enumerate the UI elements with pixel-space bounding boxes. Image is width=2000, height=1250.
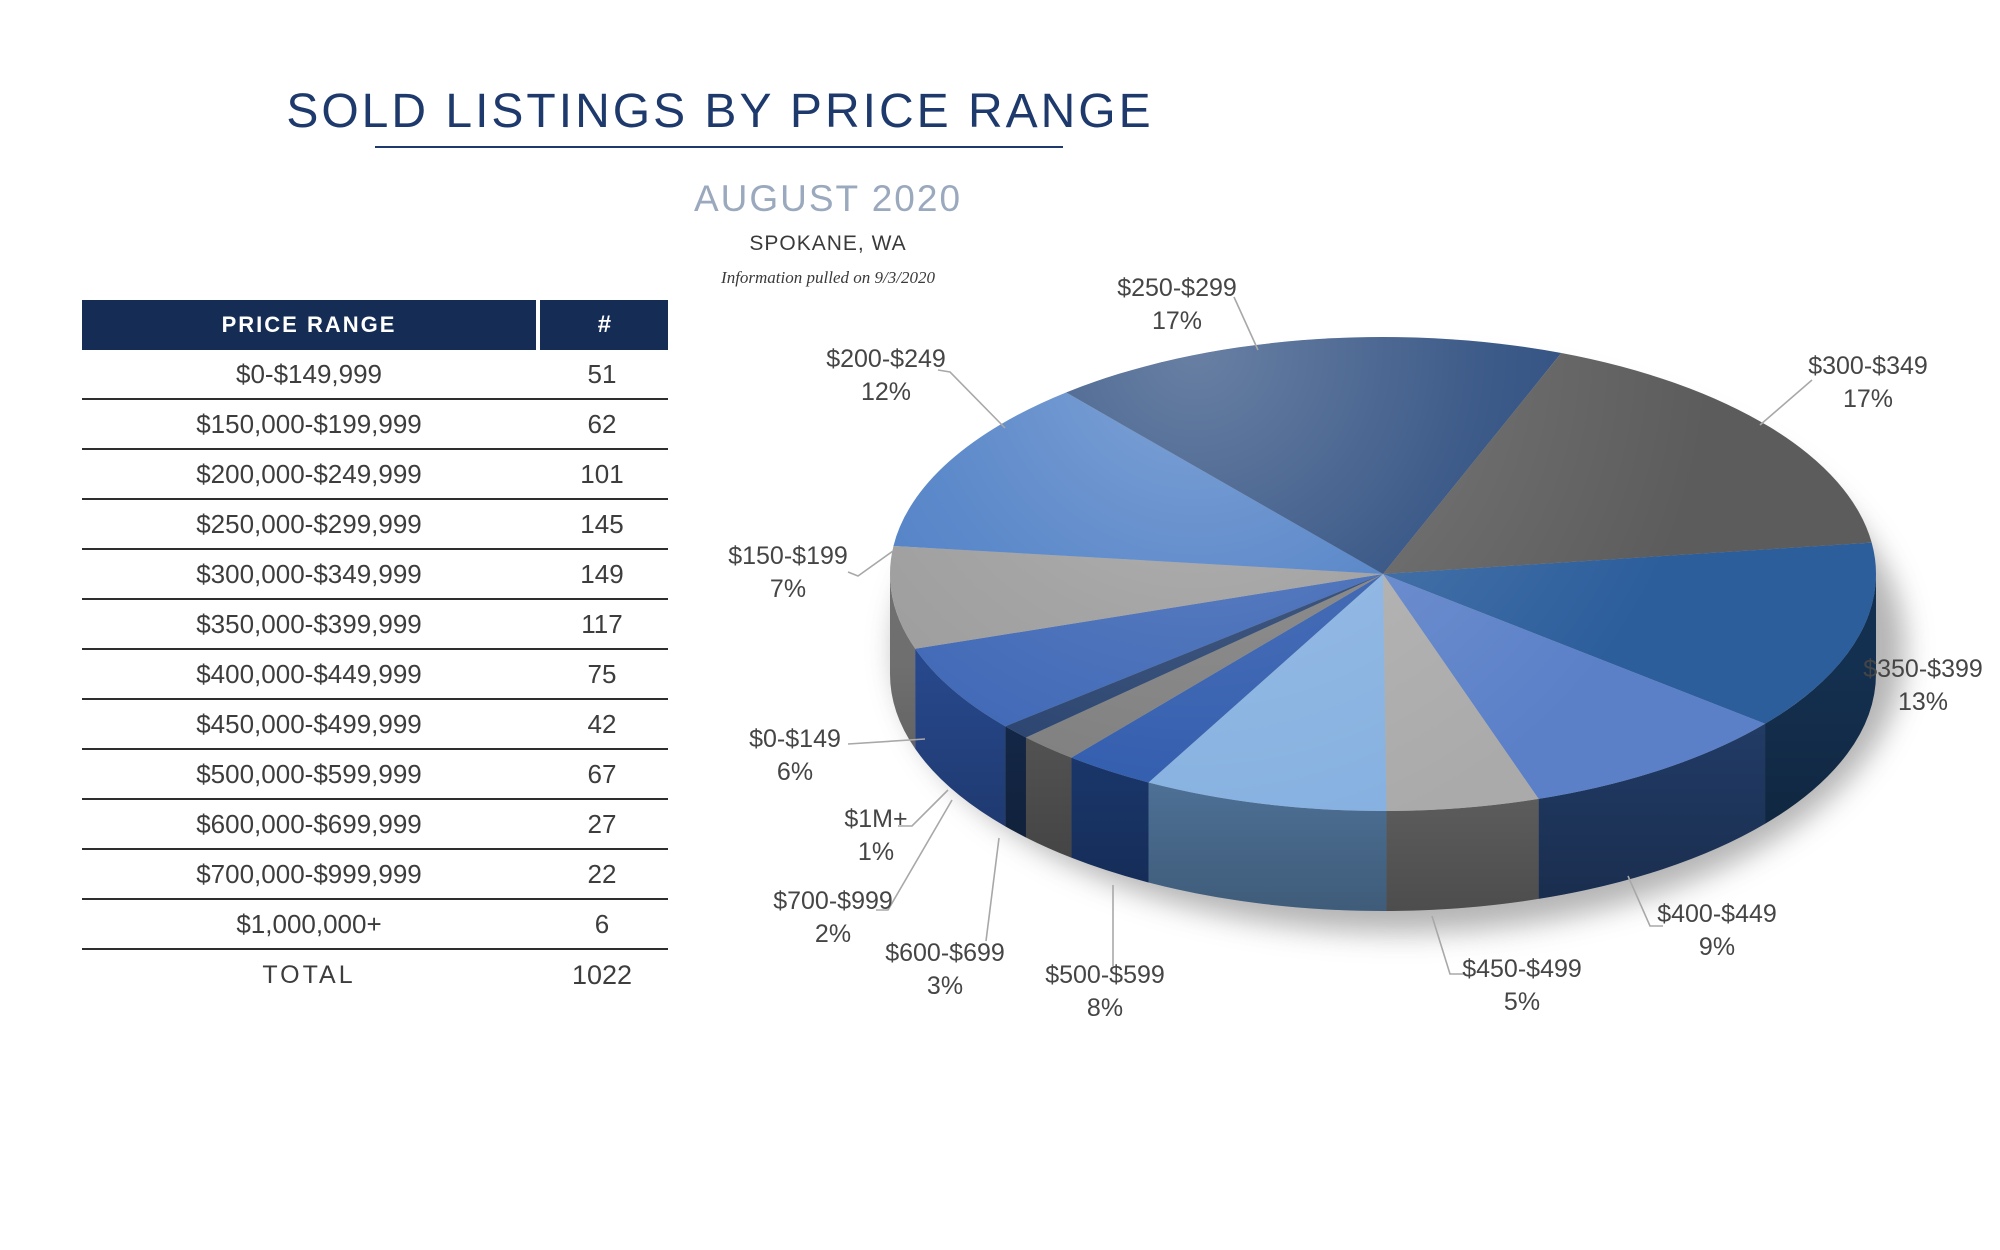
table-row: $350,000-$399,999 117 xyxy=(82,600,668,650)
title-underline xyxy=(375,146,1063,148)
total-value: 1022 xyxy=(571,959,633,990)
price-range-cell: $0-$149,999 xyxy=(235,358,383,389)
pie-slice-label: $600-$699 3% xyxy=(885,939,1005,1000)
pie-slice-label: $500-$599 8% xyxy=(1045,961,1165,1022)
count-cell: 22 xyxy=(587,858,617,889)
table-row: $700,000-$999,999 22 xyxy=(82,850,668,900)
total-label: TOTAL xyxy=(262,960,356,989)
table-row: $250,000-$299,999 145 xyxy=(82,500,668,550)
price-range-cell: $300,000-$349,999 xyxy=(196,558,422,589)
pie-slice-side xyxy=(1386,798,1539,911)
callout-leader-line xyxy=(1431,915,1464,975)
pie-slice-side xyxy=(1005,726,1026,838)
table-row: $150,000-$199,999 62 xyxy=(82,400,668,450)
report-month: AUGUST 2020 xyxy=(693,178,963,219)
table-row: $500,000-$599,999 67 xyxy=(82,750,668,800)
table-row: $200,000-$249,999 101 xyxy=(82,450,668,500)
pie-slice-side xyxy=(1025,737,1072,858)
callout-leader-line xyxy=(985,837,1000,942)
count-cell: 145 xyxy=(580,508,624,539)
pie-slice-label: $150-$199 7% xyxy=(728,542,848,603)
count-cell: 75 xyxy=(587,658,617,689)
callout-leader-line xyxy=(847,738,926,745)
callout-leader-line xyxy=(1627,875,1663,927)
count-cell: 6 xyxy=(594,908,610,939)
price-range-cell: $350,000-$399,999 xyxy=(196,608,422,639)
table-row: $450,000-$499,999 42 xyxy=(82,700,668,750)
count-cell: 51 xyxy=(587,358,617,389)
pie-slice-label: $400-$449 9% xyxy=(1657,900,1777,961)
report-location: SPOKANE, WA xyxy=(749,232,907,255)
price-range-cell: $200,000-$249,999 xyxy=(196,458,422,489)
callout-leader-line xyxy=(1759,379,1813,426)
price-range-cell: $600,000-$699,999 xyxy=(196,808,422,839)
pie-slice-label: $250-$299 17% xyxy=(1117,274,1237,335)
column-header-price-range: PRICE RANGE xyxy=(82,300,536,350)
table-total-row: TOTAL 1022 xyxy=(82,950,668,1000)
count-cell: 42 xyxy=(587,708,617,739)
callout-leader-line xyxy=(1233,296,1259,351)
page-title: SOLD LISTINGS BY PRICE RANGE xyxy=(286,85,1154,138)
pie-slice-label: $200-$249 12% xyxy=(826,345,946,406)
price-range-cell: $500,000-$599,999 xyxy=(196,758,422,789)
count-cell: 149 xyxy=(580,558,624,589)
pie-slice-label: $300-$349 17% xyxy=(1808,352,1928,413)
price-range-cell: $1,000,000+ xyxy=(236,908,382,939)
pie-slice-label: $700-$999 2% xyxy=(773,887,893,948)
column-divider xyxy=(536,300,540,350)
column-header-count: # xyxy=(540,300,668,350)
price-range-cell: $700,000-$999,999 xyxy=(196,858,422,889)
table-header-row: PRICE RANGE # xyxy=(82,300,668,350)
count-cell: 27 xyxy=(587,808,617,839)
price-range-cell: $250,000-$299,999 xyxy=(196,508,422,539)
count-cell: 62 xyxy=(587,408,617,439)
table-row: $0-$149,999 51 xyxy=(82,350,668,400)
count-cell: 67 xyxy=(587,758,617,789)
data-pull-note: Information pulled on 9/3/2020 xyxy=(721,268,935,287)
price-range-cell: $150,000-$199,999 xyxy=(196,408,422,439)
table-row: $400,000-$449,999 75 xyxy=(82,650,668,700)
table-row: $1,000,000+ 6 xyxy=(82,900,668,950)
table-row: $300,000-$349,999 149 xyxy=(82,550,668,600)
pie-slice-label: $450-$499 5% xyxy=(1462,955,1582,1016)
callout-leader-line xyxy=(847,550,894,577)
pie-slice-label: $350-$399 13% xyxy=(1863,655,1983,716)
callout-leader-line xyxy=(937,369,1006,429)
pie-slice-label: $1M+ 1% xyxy=(844,805,907,866)
count-cell: 101 xyxy=(580,458,624,489)
callout-leader-line xyxy=(876,799,953,911)
count-cell: 117 xyxy=(581,608,623,639)
table-row: $600,000-$699,999 27 xyxy=(82,800,668,850)
pie-slice-label: $0-$149 6% xyxy=(749,725,841,786)
callout-leader-line xyxy=(898,789,949,827)
price-range-table: PRICE RANGE # $0-$149,999 51 $150,000-$19… xyxy=(82,300,668,1000)
price-range-cell: $450,000-$499,999 xyxy=(196,708,422,739)
table-body: $0-$149,999 51 $150,000-$199,999 62 $200,0… xyxy=(82,350,668,1000)
price-range-cell: $400,000-$449,999 xyxy=(196,658,422,689)
